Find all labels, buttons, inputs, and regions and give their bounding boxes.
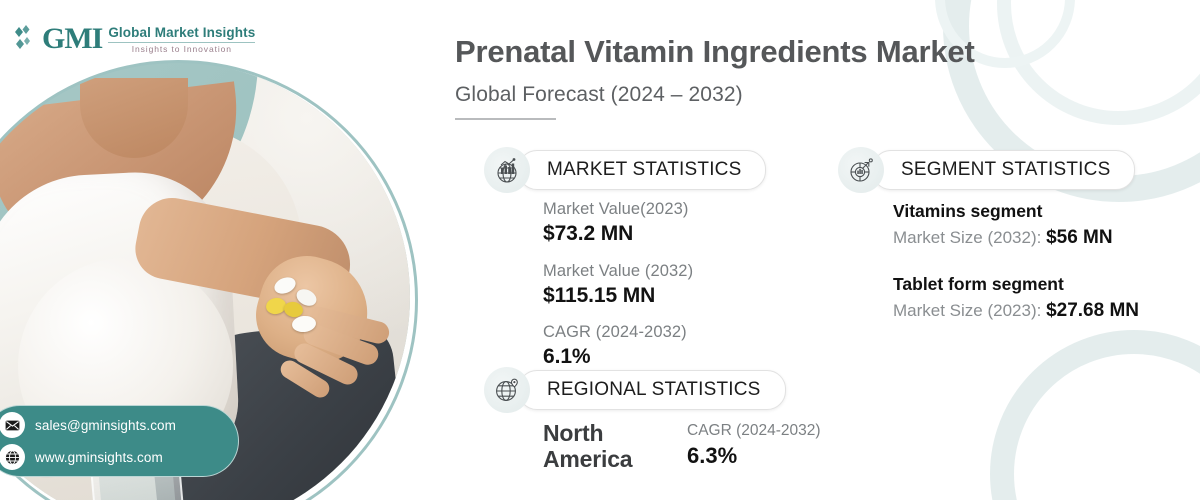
market-value-2023-label: Market Value(2023): [543, 200, 689, 218]
regional-cagr-value: 6.3%: [687, 442, 738, 468]
logo-wordmark: Global Market Insights Insights to Innov…: [108, 24, 256, 54]
market-value-2032-label: Market Value (2032): [543, 261, 694, 280]
segment-tablet-label: Market Size (2023):: [893, 301, 1047, 321]
pie-chart-arrow-icon: [838, 147, 884, 193]
market-value-2032-value: $115.15 MN: [543, 283, 656, 307]
regional-statistics-content: North America CAGR (2024-2032) 6.3%: [543, 420, 821, 473]
market-statistics-header: MARKET STATISTICS: [484, 147, 767, 193]
regional-region-name: North America: [543, 420, 633, 473]
diamond-cluster-icon: [14, 24, 36, 54]
market-cagr-value: 6.1%: [543, 345, 591, 369]
segment-vitamins-row: Market Size (2032): $56 MN: [893, 224, 1139, 252]
regional-statistics-label: REGIONAL STATISTICS: [518, 370, 786, 410]
contact-email-text: sales@gminsights.com: [35, 417, 177, 433]
contact-email-row[interactable]: sales@gminsights.com: [0, 412, 238, 438]
segment-vitamins-value: $56 MN: [1046, 227, 1113, 249]
segment-tablet-title: Tablet form segment: [893, 273, 1064, 294]
contact-website-row[interactable]: www.gminsights.com: [0, 444, 238, 470]
segment-tablet-value: $27.68 MN: [1046, 300, 1140, 322]
logo-divider: [108, 41, 256, 43]
regional-statistics-header: REGIONAL STATISTICS: [484, 367, 786, 413]
regional-cagr-block: CAGR (2024-2032) 6.3%: [687, 420, 821, 469]
title-divider: [455, 118, 556, 120]
market-value-2023-value: $73.2 MN: [543, 222, 634, 246]
page-subtitle: Global Forecast (2024 – 2032): [455, 83, 743, 106]
globe-pin-icon: [484, 367, 530, 413]
segment-tablet-row: Market Size (2023): $27.68 MN: [893, 297, 1139, 325]
market-cagr-label: CAGR (2024-2032): [543, 323, 687, 342]
segment-vitamins-label: Market Size (2032):: [893, 228, 1047, 248]
market-statistics-label: MARKET STATISTICS: [518, 150, 767, 190]
segment-statistics-header: SEGMENT STATISTICS: [838, 147, 1136, 193]
market-statistics-list: Market Value(2023) $73.2 MN Market Value…: [543, 198, 693, 383]
segment-statistics-label: SEGMENT STATISTICS: [872, 150, 1136, 190]
globe-icon: [0, 444, 25, 470]
logo-tagline: Insights to Innovation: [131, 43, 232, 54]
contact-website-text: www.gminsights.com: [35, 449, 163, 465]
logo-company-name: Global Market Insights: [108, 25, 256, 40]
segment-statistics-list: Vitamins segment Market Size (2032): $56…: [893, 199, 1139, 345]
globe-bar-chart-icon: [484, 147, 530, 193]
decorative-arc-top-right-2: [997, 0, 1200, 125]
regional-cagr-label: CAGR (2024-2032): [687, 422, 821, 439]
page-title: Prenatal Vitamin Ingredients Market: [455, 34, 975, 69]
segment-vitamins-title: Vitamins segment: [893, 201, 1043, 221]
envelope-icon: [0, 412, 25, 438]
decorative-arc-bottom-right: [990, 330, 1200, 500]
contact-badge: sales@gminsights.com www.gminsights.com: [0, 405, 239, 477]
brand-logo[interactable]: GMI Global Market Insights Insights to I…: [14, 22, 256, 56]
logo-abbr: GMI: [42, 22, 103, 56]
